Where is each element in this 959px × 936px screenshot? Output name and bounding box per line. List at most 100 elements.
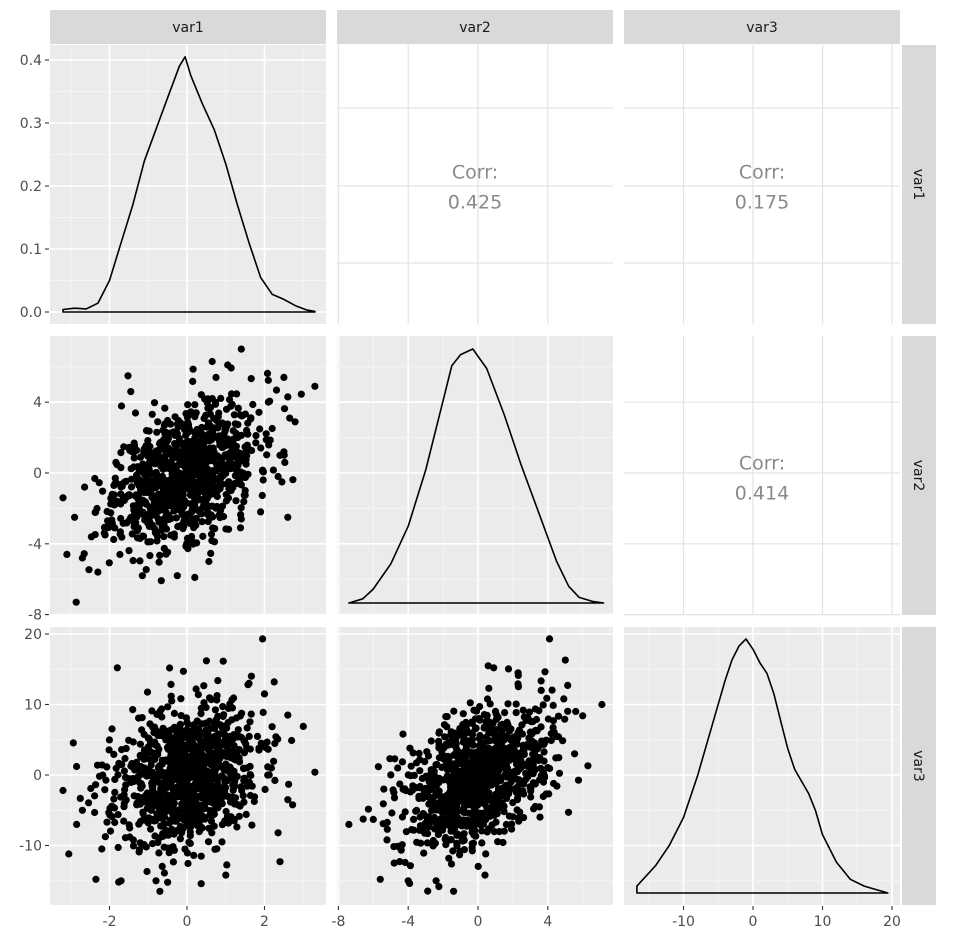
data-point — [172, 442, 180, 450]
data-point — [404, 877, 412, 885]
data-point — [99, 487, 107, 495]
data-point — [78, 806, 86, 814]
data-point — [268, 723, 276, 731]
data-point — [459, 738, 467, 746]
data-point — [475, 741, 484, 750]
data-point — [281, 458, 289, 466]
data-point — [200, 682, 208, 690]
data-point — [574, 776, 583, 784]
data-point — [242, 810, 250, 819]
data-point — [468, 847, 476, 855]
row-strip-var2 — [902, 336, 936, 615]
data-point — [130, 510, 138, 518]
data-point — [222, 783, 230, 792]
data-point — [111, 775, 119, 784]
data-point — [490, 756, 499, 764]
data-point — [207, 791, 215, 799]
data-point — [540, 748, 548, 756]
data-point — [272, 733, 280, 741]
data-point — [197, 852, 205, 860]
data-point — [170, 725, 178, 733]
data-point — [190, 745, 198, 753]
data-point — [476, 779, 484, 787]
data-point — [237, 504, 245, 512]
data-point — [158, 862, 166, 871]
data-point — [198, 481, 206, 489]
data-point — [223, 440, 231, 448]
data-point — [173, 491, 181, 500]
data-point — [197, 710, 205, 718]
data-point — [539, 792, 547, 801]
data-point — [430, 775, 438, 784]
data-point — [470, 706, 478, 714]
data-point — [232, 714, 240, 722]
data-point — [445, 854, 453, 862]
data-point — [170, 799, 178, 807]
data-point — [212, 748, 221, 757]
data-point — [228, 793, 237, 801]
data-point — [176, 835, 184, 843]
data-point — [243, 724, 251, 732]
data-point — [248, 821, 256, 829]
data-point — [278, 478, 286, 486]
data-point — [179, 793, 187, 801]
data-point — [166, 664, 174, 672]
data-point — [184, 740, 192, 748]
data-point — [145, 522, 153, 531]
data-point — [413, 806, 421, 815]
data-point — [138, 726, 146, 734]
row-strip-label: var1 — [910, 169, 926, 201]
data-point — [142, 442, 150, 450]
data-point — [117, 483, 125, 491]
data-point — [93, 761, 102, 769]
data-point — [195, 467, 203, 475]
correlation-value: 0.175 — [735, 192, 789, 214]
data-point — [499, 746, 507, 755]
axis-tick-label: -2 — [103, 914, 117, 930]
data-point — [76, 794, 84, 803]
data-point — [150, 399, 159, 407]
data-point — [542, 736, 550, 744]
data-point — [122, 744, 130, 753]
data-point — [257, 739, 265, 747]
data-point — [571, 750, 579, 758]
data-point — [537, 764, 545, 773]
data-point — [481, 871, 489, 879]
axis-tick-label: -10 — [672, 914, 695, 930]
data-point — [274, 829, 282, 837]
data-point — [190, 786, 198, 795]
data-point — [103, 763, 111, 771]
data-point — [130, 777, 138, 786]
axis-tick-label: 10 — [24, 698, 42, 714]
data-point — [159, 497, 167, 506]
data-point — [187, 767, 196, 775]
data-point — [493, 734, 501, 742]
data-point — [150, 817, 158, 825]
data-point — [85, 799, 93, 807]
data-point — [105, 736, 113, 744]
data-point — [110, 795, 118, 803]
data-point — [520, 814, 528, 822]
data-point — [205, 557, 213, 566]
data-point — [216, 796, 225, 804]
data-point — [430, 802, 438, 810]
correlation-panel-background — [624, 45, 900, 324]
data-point — [456, 847, 464, 855]
data-point — [480, 724, 488, 732]
data-point — [167, 774, 175, 782]
data-point — [222, 776, 231, 784]
data-point — [487, 762, 495, 770]
data-point — [519, 787, 527, 795]
data-point — [461, 750, 469, 758]
data-point — [168, 697, 176, 705]
data-point — [92, 508, 100, 516]
data-point — [502, 720, 510, 728]
data-point — [158, 478, 166, 486]
data-point — [211, 398, 219, 406]
data-point — [189, 462, 197, 470]
data-point — [441, 763, 449, 771]
data-point — [506, 756, 514, 764]
data-point — [156, 887, 164, 895]
data-point — [206, 404, 215, 412]
data-point — [201, 739, 209, 747]
